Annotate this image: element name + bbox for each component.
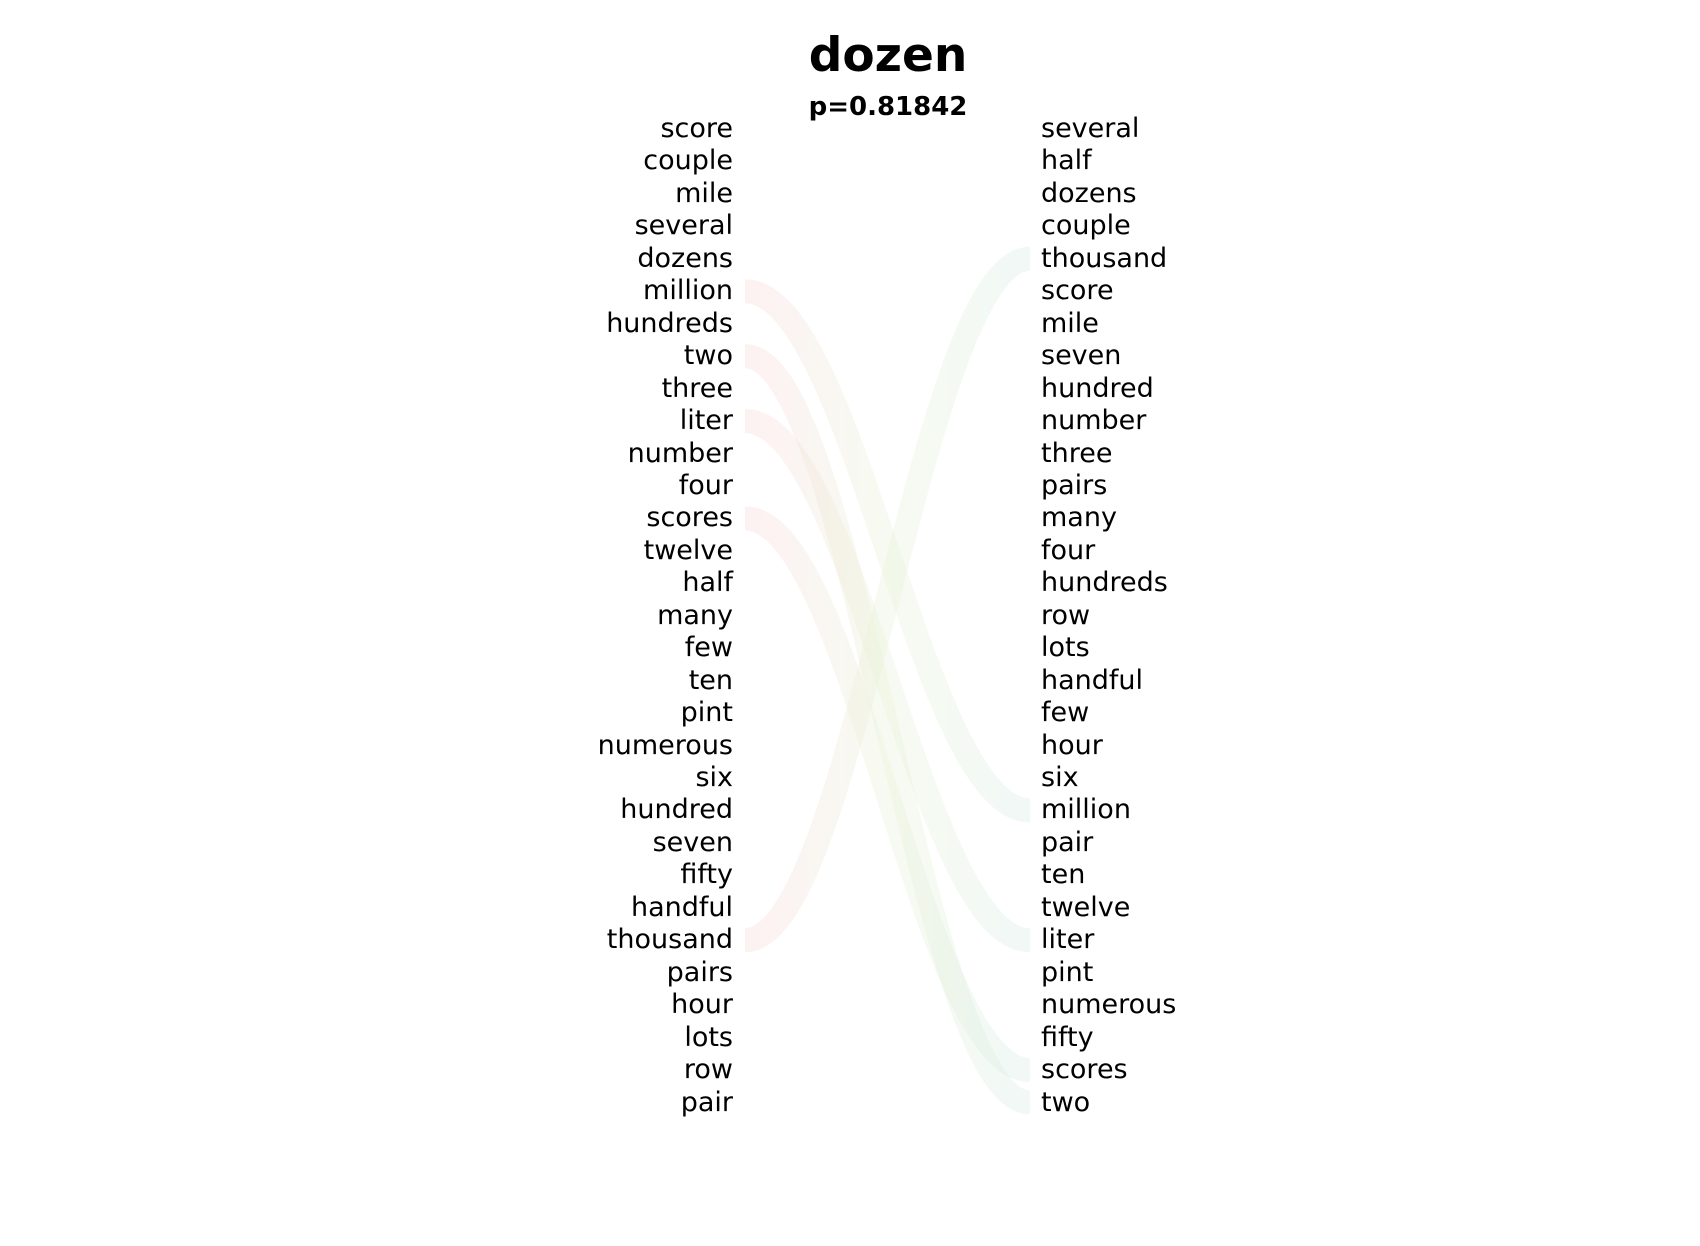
- right-word: number: [1041, 405, 1147, 437]
- right-word: hour: [1041, 729, 1103, 761]
- left-word: four: [678, 469, 733, 501]
- right-word: thousand: [1041, 242, 1168, 274]
- left-word: few: [684, 632, 733, 664]
- left-word: score: [660, 113, 733, 144]
- left-word: numerous: [597, 729, 733, 761]
- right-word: four: [1041, 534, 1096, 566]
- left-word: handful: [630, 891, 733, 923]
- left-word: pairs: [666, 956, 733, 988]
- flow-million: [743, 279, 1032, 823]
- left-word: couple: [643, 145, 733, 177]
- flow-scores: [743, 506, 1032, 1083]
- left-word: hour: [671, 989, 733, 1021]
- left-word: pair: [680, 1086, 733, 1118]
- right-word: pint: [1041, 956, 1094, 988]
- diagram-title: dozen: [808, 28, 968, 83]
- right-word: fifty: [1041, 1021, 1094, 1053]
- right-word: mile: [1041, 307, 1099, 339]
- right-word: pair: [1041, 826, 1094, 858]
- left-word: many: [657, 599, 733, 631]
- left-word: seven: [652, 826, 733, 858]
- right-word: seven: [1041, 340, 1122, 372]
- right-word: few: [1041, 697, 1090, 729]
- right-word: lots: [1041, 632, 1090, 664]
- right-word: pairs: [1041, 469, 1108, 501]
- left-word: several: [634, 210, 733, 242]
- right-word: score: [1041, 275, 1114, 307]
- left-word: mile: [675, 177, 733, 209]
- left-word: hundreds: [606, 307, 733, 339]
- right-word: hundreds: [1041, 567, 1168, 599]
- right-word: row: [1041, 599, 1091, 631]
- left-word: half: [682, 567, 733, 599]
- diagram-subtitle: p=0.81842: [808, 92, 968, 122]
- right-word: many: [1041, 502, 1117, 534]
- left-word: scores: [646, 502, 733, 534]
- right-word: handful: [1041, 664, 1144, 696]
- right-word: couple: [1041, 210, 1131, 242]
- right-word: dozens: [1041, 177, 1137, 209]
- left-word: pint: [680, 697, 733, 729]
- right-word: two: [1041, 1086, 1091, 1118]
- left-word: lots: [684, 1021, 733, 1053]
- right-word: six: [1041, 762, 1079, 793]
- right-word: three: [1041, 437, 1113, 469]
- flow-two: [742, 344, 1033, 1115]
- left-word: twelve: [643, 534, 733, 566]
- left-word: fifty: [680, 859, 733, 891]
- left-word: million: [643, 275, 733, 307]
- left-word: three: [661, 372, 733, 404]
- flow-liter: [743, 409, 1032, 953]
- right-word: several: [1041, 113, 1140, 144]
- left-word: thousand: [606, 924, 733, 956]
- right-word: liter: [1041, 924, 1095, 956]
- flow-thousand: [742, 246, 1033, 953]
- right-word: scores: [1041, 1054, 1128, 1086]
- right-word: million: [1041, 794, 1131, 826]
- right-word: ten: [1041, 859, 1086, 891]
- right-word: hundred: [1041, 372, 1154, 404]
- left-word: row: [683, 1054, 733, 1086]
- right-word: half: [1041, 145, 1092, 177]
- right-word: numerous: [1041, 989, 1177, 1021]
- right-word: twelve: [1041, 891, 1131, 923]
- left-word: number: [627, 437, 733, 469]
- left-word: six: [695, 762, 733, 793]
- left-word: dozens: [637, 242, 733, 274]
- left-word: liter: [679, 405, 733, 437]
- left-word: hundred: [620, 794, 733, 826]
- left-word: ten: [688, 664, 733, 696]
- left-word: two: [683, 340, 733, 372]
